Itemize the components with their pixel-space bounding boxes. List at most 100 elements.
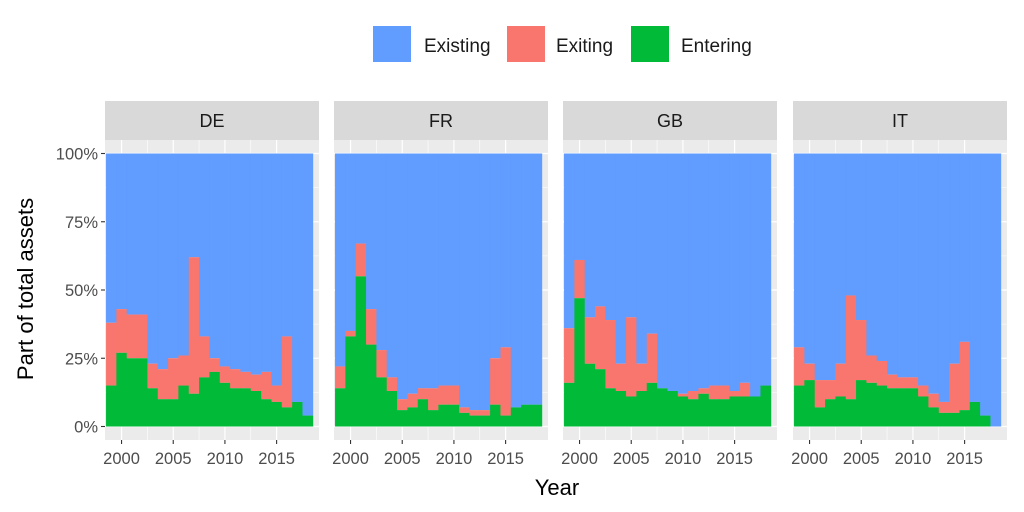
bar-existing (708, 153, 720, 386)
x-tick-label: 2005 (384, 450, 421, 468)
bar-existing (959, 153, 971, 342)
bar-entering (531, 404, 543, 427)
bar-entering (887, 388, 898, 427)
bar-entering (794, 385, 805, 427)
bar-entering (804, 380, 816, 427)
bar-existing (938, 153, 950, 402)
bar-existing (626, 153, 637, 318)
bar-exiting (564, 328, 575, 383)
bar-exiting (459, 407, 470, 413)
bar-existing (490, 153, 501, 359)
bar-entering (574, 298, 586, 427)
bar-entering (876, 385, 888, 427)
bar-existing (178, 153, 190, 356)
bar-entering (219, 382, 231, 427)
bar-existing (698, 153, 710, 389)
bar-exiting (199, 336, 210, 378)
y-axis: 0% 25% 50% 75% 100% (56, 146, 105, 437)
bar-entering (500, 415, 512, 427)
bar-entering (397, 410, 408, 427)
bar-exiting (428, 388, 439, 411)
bar-existing (918, 153, 929, 386)
bar-entering (584, 363, 596, 427)
legend-key-existing (373, 26, 411, 62)
bar-entering (137, 358, 148, 427)
x-tick-label: 2005 (155, 450, 192, 468)
bar-exiting (959, 341, 971, 411)
bar-exiting (178, 355, 190, 386)
bar-existing (825, 153, 836, 381)
bar-entering (386, 391, 398, 427)
bar-entering (949, 412, 960, 427)
bar-existing (928, 153, 940, 394)
bar-existing (688, 153, 699, 392)
bar-entering (292, 401, 303, 427)
bar-existing (521, 153, 532, 405)
bar-entering (250, 391, 262, 427)
bar-exiting (500, 347, 512, 416)
y-tick-label: 0% (74, 419, 98, 437)
bar-exiting (355, 243, 367, 277)
bar-entering (969, 401, 981, 427)
bars-de (106, 153, 314, 427)
bar-exiting (626, 317, 637, 397)
facet-label: IT (892, 111, 908, 131)
bar-entering (845, 399, 857, 427)
x-tick-label: 2005 (843, 450, 880, 468)
bar-exiting (719, 385, 730, 400)
bar-entering (636, 391, 648, 427)
bar-existing (584, 153, 596, 318)
bar-entering (417, 399, 429, 427)
bar-existing (760, 153, 772, 386)
y-axis-title: Part of total assets (13, 198, 38, 380)
bar-entering (407, 407, 419, 427)
bar-exiting (345, 330, 357, 337)
bar-existing (667, 153, 679, 392)
bar-existing (729, 153, 741, 392)
bar-existing (116, 153, 128, 310)
bar-exiting (907, 377, 919, 389)
bar-entering (157, 399, 169, 427)
bar-entering (835, 396, 847, 427)
bar-exiting (794, 347, 805, 386)
bar-existing (980, 153, 991, 416)
bar-exiting (574, 259, 586, 299)
bar-entering (605, 388, 617, 427)
bar-entering (147, 388, 159, 427)
bar-entering (739, 396, 751, 427)
bar-existing (657, 153, 668, 389)
bar-exiting (240, 371, 252, 389)
bar-entering (677, 396, 689, 427)
bar-exiting (250, 374, 262, 392)
bar-exiting (708, 385, 720, 400)
bar-existing (106, 153, 117, 323)
bar-existing (417, 153, 429, 389)
bar-existing (292, 153, 303, 402)
bar-entering (688, 399, 699, 427)
bar-existing (137, 153, 148, 315)
bar-entering (980, 415, 991, 427)
bar-existing (605, 153, 617, 321)
bar-entering (729, 396, 741, 427)
bar-existing (897, 153, 909, 378)
bar-entering (615, 391, 627, 427)
bar-exiting (897, 377, 909, 389)
legend-key-exiting (507, 26, 545, 62)
x-tick-label: 2010 (895, 450, 932, 468)
bar-existing (949, 153, 960, 364)
bar-existing (448, 153, 460, 386)
bar-exiting (646, 333, 658, 383)
bar-existing (719, 153, 730, 386)
bar-exiting (376, 350, 388, 378)
bar-existing (907, 153, 919, 378)
x-tick-label: 2000 (103, 450, 140, 468)
bar-entering (708, 399, 720, 427)
bar-existing (386, 153, 398, 378)
legend-label-existing: Existing (424, 36, 491, 57)
x-axis-title: Year (535, 475, 579, 500)
bar-entering (345, 336, 357, 427)
bar-exiting (335, 366, 346, 389)
bar-entering (959, 410, 971, 427)
bar-entering (646, 382, 658, 427)
bar-exiting (366, 309, 377, 345)
